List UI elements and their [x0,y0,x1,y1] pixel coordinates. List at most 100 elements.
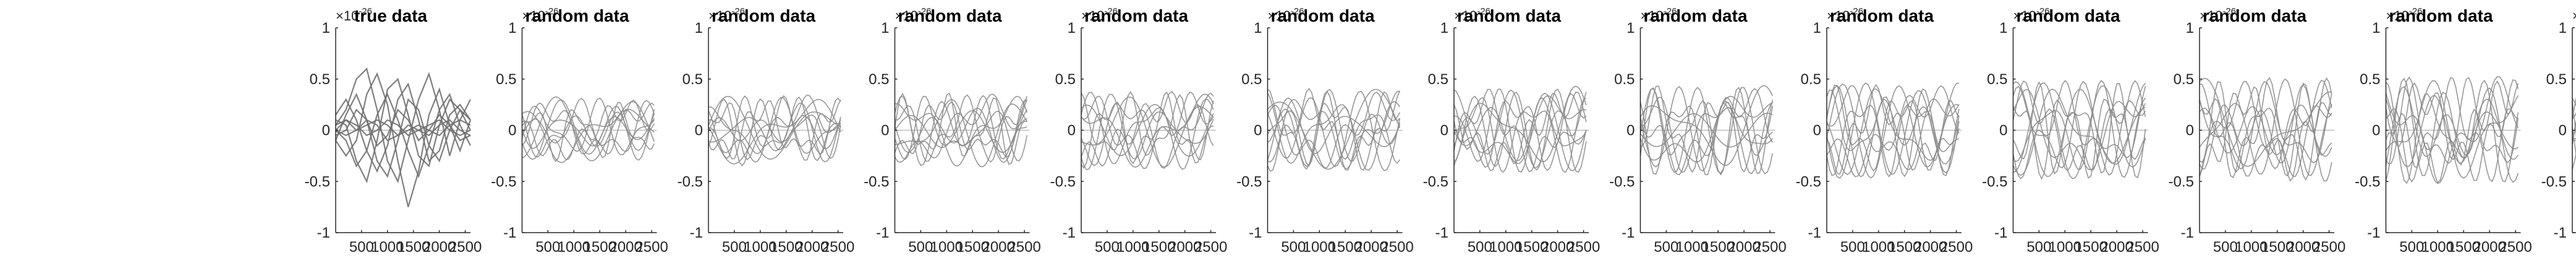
y-tick-label: -1 [876,225,889,241]
x-tick-label: 500 [1468,239,1492,256]
y-tick-label: 1 [1440,20,1448,37]
panel-title: random data [1457,6,1561,25]
series-line [1081,92,1214,169]
x-tick-label: 1500 [956,239,989,256]
x-tick-label: 1000 [2421,239,2454,256]
x-tick-label: 500 [1654,239,1678,256]
subplot-2: -1-0.500.515001000150020002500×10-26rand… [491,6,668,256]
y-tick-label: -1 [2367,225,2380,241]
series-line [2199,77,2332,182]
series-line [894,96,1028,163]
y-tick-label: 0 [2372,123,2380,139]
y-tick-label: 0 [1068,123,1076,139]
x-tick-label: 500 [2213,239,2238,256]
series-line [1640,85,1774,173]
series-line [1826,104,1960,178]
exponent-label: ×10-26 [336,6,372,24]
y-tick-label: -1 [1249,225,1262,241]
x-tick-label: 1000 [371,239,404,256]
panel-title: random data [2575,6,2576,25]
y-tick-label: 1 [2559,20,2567,37]
series-line [334,92,471,178]
y-tick-label: -1 [1622,225,1634,241]
x-tick-label: 2500 [1008,239,1040,256]
series-line [708,95,841,161]
y-tick-label: 0 [881,123,889,139]
y-tick-label: -1 [1435,225,1448,241]
y-tick-label: 0 [695,123,703,139]
x-tick-label: 1500 [2261,239,2293,256]
y-tick-label: 0.5 [869,71,889,88]
series-line [522,96,655,161]
x-tick-label: 1000 [1862,239,1895,256]
y-tick-label: 0.5 [310,71,330,88]
y-tick-label: -1 [1063,225,1076,241]
x-tick-label: 2000 [609,239,642,256]
y-tick-label: 1 [508,20,516,37]
y-tick-label: -0.5 [305,173,330,190]
x-tick-label: 2500 [1194,239,1227,256]
series-line [895,95,1028,167]
exponent-label: ×10-26 [1827,6,1863,24]
x-tick-label: 2500 [1567,239,1600,256]
y-tick-label: 0 [322,123,330,139]
series-line [1453,85,1587,166]
panel-title: random data [1270,6,1374,25]
y-tick-label: 0 [1254,123,1262,139]
y-tick-label: 0.5 [496,71,516,88]
series-line [2385,80,2519,179]
series-line [1267,92,1401,169]
y-tick-label: 0 [508,123,516,139]
panel-title: random data [1643,6,1747,25]
series-line [1267,90,1400,170]
y-tick-label: 1 [2186,20,2194,37]
y-tick-label: -0.5 [678,173,703,190]
subplot-6: -1-0.500.515001000150020002500×10-26rand… [1236,6,1414,256]
x-tick-label: 2000 [1914,239,1947,256]
x-tick-label: 2500 [1380,239,1413,256]
y-tick-label: 0.5 [2360,71,2380,88]
series-line [2012,80,2146,169]
x-tick-label: 2000 [2473,239,2506,256]
exponent-label: ×10-26 [2386,6,2423,24]
x-tick-label: 2000 [1541,239,1574,256]
y-tick-label: 0.5 [1987,71,2007,88]
subplot-8: -1-0.500.515001000150020002500×10-26rand… [1609,6,1787,256]
x-tick-label: 2500 [2499,239,2531,256]
subplot-4: -1-0.500.515001000150020002500×10-26rand… [864,6,1041,256]
subplot-11: -1-0.500.515001000150020002500×10-26rand… [2169,6,2346,256]
series-line [1267,88,1401,168]
exponent-label: ×10-26 [2572,6,2576,24]
series-line [1639,100,1774,176]
panel-title: random data [898,6,1001,25]
exponent-label: ×10-26 [895,6,932,24]
series-line [894,92,1027,165]
y-tick-label: 1 [1626,20,1634,37]
series-line [2199,77,2332,167]
x-tick-label: 500 [2399,239,2424,256]
panel-title: random data [2203,6,2306,25]
x-tick-label: 1500 [2075,239,2107,256]
series-line [521,97,655,156]
y-tick-label: 0 [1626,123,1634,139]
y-tick-label: -1 [317,225,330,241]
series-line [1639,88,1774,176]
y-tick-label: -0.5 [1982,173,2007,190]
panel-title: random data [1830,6,1934,25]
series-line [1081,93,1214,171]
x-tick-label: 1000 [1116,239,1149,256]
x-tick-label: 1000 [2235,239,2268,256]
y-tick-label: -0.5 [1796,173,1821,190]
x-tick-label: 500 [349,239,374,256]
series-line [708,94,841,163]
x-tick-label: 2000 [2100,239,2133,256]
exponent-label: ×10-26 [1268,6,1304,24]
series-line [2199,84,2332,182]
x-tick-label: 2000 [1354,239,1387,256]
series-line [521,111,655,152]
subplot-13: -1-0.500.515001000150020002500×10-26rand… [2541,6,2576,241]
y-tick-label: -0.5 [864,173,889,190]
y-tick-label: 0 [2559,123,2567,139]
series-line [1453,88,1587,173]
